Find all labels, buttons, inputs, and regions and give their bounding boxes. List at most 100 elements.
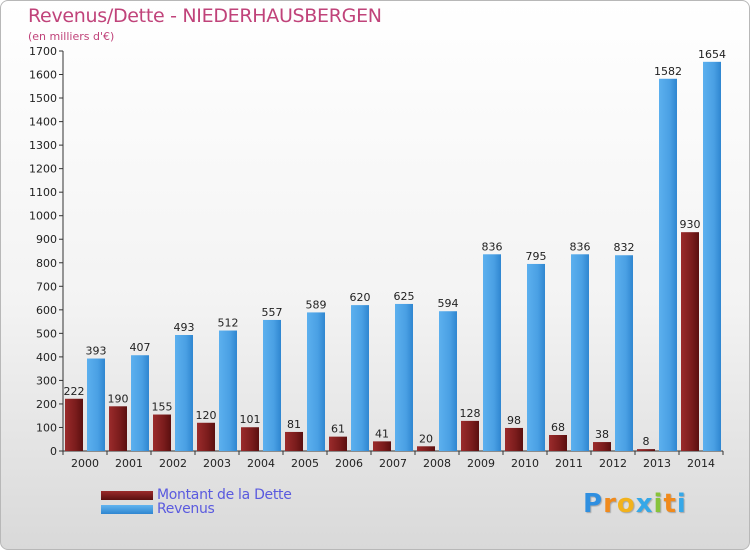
data-label-dette: 68 <box>551 421 565 434</box>
bar-revenus <box>395 303 413 451</box>
bar-dette <box>593 442 611 451</box>
logo-letter: P <box>583 489 604 519</box>
data-label-dette: 20 <box>419 432 433 445</box>
x-tick-label: 2014 <box>687 457 715 470</box>
x-tick-label: 2009 <box>467 457 495 470</box>
y-tick-label: 0 <box>50 445 57 458</box>
y-tick-label: 1300 <box>29 139 57 152</box>
bar-dette <box>197 422 215 451</box>
y-tick-label: 900 <box>36 233 57 246</box>
data-label-revenus: 594 <box>438 297 459 310</box>
y-tick-label: 1400 <box>29 116 57 129</box>
bar-dette <box>637 449 655 451</box>
bar-dette <box>65 398 83 451</box>
data-label-revenus: 557 <box>262 306 283 319</box>
x-tick-label: 2011 <box>555 457 583 470</box>
y-tick-label: 500 <box>36 327 57 340</box>
logo-letter: o <box>616 489 636 519</box>
data-label-dette: 8 <box>643 435 650 448</box>
bar-revenus <box>351 305 369 451</box>
y-tick-label: 100 <box>36 421 57 434</box>
data-label-dette: 41 <box>375 427 389 440</box>
x-tick-label: 2007 <box>379 457 407 470</box>
data-label-dette: 155 <box>152 401 173 414</box>
bar-revenus <box>263 319 281 451</box>
legend-item-revenus: Revenus <box>101 501 215 517</box>
y-tick-label: 400 <box>36 351 57 364</box>
logo-letter: i <box>653 489 664 519</box>
legend-item-dette: Montant de la Dette <box>101 487 292 503</box>
y-tick-label: 200 <box>36 398 57 411</box>
data-label-revenus: 836 <box>482 240 503 253</box>
y-tick-label: 600 <box>36 304 57 317</box>
data-label-dette: 101 <box>240 413 261 426</box>
bar-revenus <box>131 355 149 451</box>
logo-letter: r <box>603 489 617 519</box>
logo-letter: t <box>663 489 677 519</box>
y-tick-label: 1700 <box>29 45 57 58</box>
logo-letter: i <box>676 489 687 519</box>
x-tick-label: 2000 <box>71 457 99 470</box>
data-label-revenus: 1582 <box>654 65 682 78</box>
x-tick-label: 2006 <box>335 457 363 470</box>
y-tick-label: 1600 <box>29 69 57 82</box>
y-tick-label: 300 <box>36 374 57 387</box>
bar-revenus <box>615 255 633 451</box>
data-label-revenus: 393 <box>86 345 107 358</box>
data-label-dette: 38 <box>595 428 609 441</box>
data-label-revenus: 589 <box>306 298 327 311</box>
y-tick-label: 1500 <box>29 92 57 105</box>
data-label-revenus: 832 <box>614 241 635 254</box>
bar-revenus <box>439 311 457 451</box>
chart-title: Revenus/Dette - NIEDERHAUSBERGEN <box>28 5 382 27</box>
bar-dette <box>109 406 127 451</box>
x-tick-label: 2003 <box>203 457 231 470</box>
data-label-dette: 128 <box>460 407 481 420</box>
legend-label-revenus: Revenus <box>157 501 215 517</box>
bar-dette <box>505 427 523 451</box>
bar-revenus <box>483 254 501 451</box>
y-tick-label: 700 <box>36 280 57 293</box>
bar-revenus <box>307 312 325 451</box>
y-tick-label: 1100 <box>29 186 57 199</box>
bar-dette <box>153 414 171 451</box>
x-tick-label: 2013 <box>643 457 671 470</box>
data-label-revenus: 493 <box>174 321 195 334</box>
x-tick-label: 2002 <box>159 457 187 470</box>
data-label-dette: 930 <box>680 218 701 231</box>
bar-revenus <box>527 263 545 451</box>
legend-label-dette: Montant de la Dette <box>157 487 292 503</box>
legend-swatch-dette <box>101 490 153 500</box>
y-tick-label: 1000 <box>29 210 57 223</box>
bar-revenus <box>571 254 589 451</box>
bar-revenus <box>703 61 721 452</box>
x-tick-label: 2008 <box>423 457 451 470</box>
bar-dette <box>329 436 347 451</box>
bar-revenus <box>175 335 193 451</box>
data-label-dette: 190 <box>108 392 129 405</box>
proxiti-logo: Proxiti <box>583 489 687 519</box>
data-label-revenus: 1654 <box>698 48 726 61</box>
x-tick-label: 2012 <box>599 457 627 470</box>
chart-subtitle: (en milliers d'€) <box>28 30 115 43</box>
data-label-revenus: 512 <box>218 317 239 330</box>
bar-dette <box>461 420 479 451</box>
x-tick-label: 2005 <box>291 457 319 470</box>
x-tick-label: 2010 <box>511 457 539 470</box>
bar-revenus <box>87 358 105 451</box>
y-tick-label: 1200 <box>29 163 57 176</box>
data-label-revenus: 795 <box>526 250 547 263</box>
logo-letter: x <box>635 489 654 519</box>
legend-swatch-revenus <box>101 504 153 514</box>
x-tick-label: 2004 <box>247 457 275 470</box>
data-label-revenus: 625 <box>394 290 415 303</box>
bar-dette <box>549 435 567 451</box>
data-label-revenus: 407 <box>130 341 151 354</box>
data-label-revenus: 620 <box>350 291 371 304</box>
y-tick-label: 800 <box>36 257 57 270</box>
bar-dette <box>241 427 259 451</box>
x-tick-label: 2001 <box>115 457 143 470</box>
data-label-dette: 222 <box>64 385 85 398</box>
bar-dette <box>285 431 303 451</box>
